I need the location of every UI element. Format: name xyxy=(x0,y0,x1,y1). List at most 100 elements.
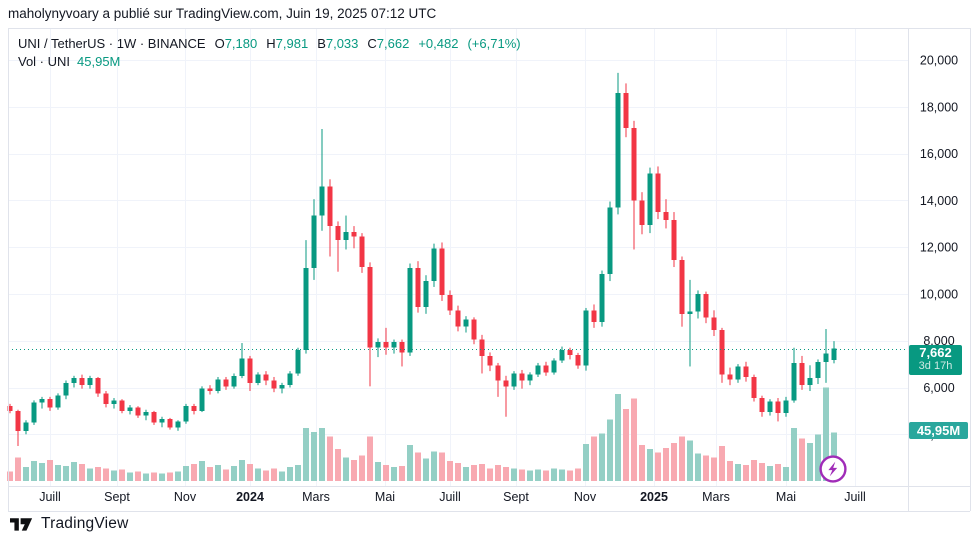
volume-bar xyxy=(167,472,173,481)
time-tick-label[interactable]: Mars xyxy=(302,490,330,504)
attribution-text: maholynyvoary a publié sur TradingView.c… xyxy=(8,6,437,21)
price-tick-label[interactable]: 18,000 xyxy=(920,100,958,114)
volume-bar xyxy=(247,464,253,481)
candle-body xyxy=(519,373,525,381)
time-tick-label[interactable]: Sept xyxy=(104,490,130,504)
volume-bar xyxy=(199,460,205,481)
volume-bar xyxy=(375,461,381,481)
candle-body xyxy=(695,293,701,312)
time-tick-label[interactable]: Sept xyxy=(503,490,529,504)
time-tick-label[interactable]: Juill xyxy=(439,490,461,504)
tradingview-footer[interactable]: TradingView xyxy=(10,515,129,533)
volume-bar xyxy=(775,464,781,481)
time-tick-label[interactable]: Nov xyxy=(174,490,197,504)
candle-body xyxy=(367,267,373,348)
candle-body xyxy=(63,382,69,396)
volume-bar xyxy=(567,470,573,481)
volume-bar xyxy=(455,462,461,481)
volume-bar xyxy=(119,469,125,481)
candle-body xyxy=(655,173,661,213)
volume-bar xyxy=(239,459,245,481)
volume-bar xyxy=(615,394,621,481)
volume-bar xyxy=(679,436,685,481)
candle-body xyxy=(487,355,493,366)
candle-body xyxy=(239,358,245,376)
candle-body xyxy=(79,378,85,386)
candle-body xyxy=(639,200,645,225)
volume-bar xyxy=(55,465,61,481)
candle-body xyxy=(407,268,413,353)
volume-bar xyxy=(815,434,821,481)
volume-bar xyxy=(191,464,197,481)
price-tick-label[interactable]: 14,000 xyxy=(920,194,958,208)
volume-bar xyxy=(311,432,317,481)
time-tick-label[interactable]: 2024 xyxy=(236,490,264,504)
volume-bar xyxy=(415,452,421,481)
candle-body xyxy=(247,358,253,383)
volume-legend-label[interactable]: Vol · UNI xyxy=(18,54,71,69)
price-tick-label[interactable]: 20,000 xyxy=(920,54,958,68)
volume-bar xyxy=(639,444,645,481)
candle-body xyxy=(383,341,389,348)
volume-legend: Vol · UNI 45,95M xyxy=(18,54,120,69)
candle-body xyxy=(47,399,53,408)
price-tick-label[interactable]: 12,000 xyxy=(920,241,958,255)
candle-body xyxy=(151,412,157,423)
candle-body xyxy=(607,207,613,275)
candle-wick xyxy=(337,221,339,272)
time-tick-label[interactable]: Mars xyxy=(702,490,730,504)
ohlc-pair: B7,033 xyxy=(317,36,359,51)
time-tick-label[interactable]: 2025 xyxy=(640,490,668,504)
candle-body xyxy=(583,310,589,366)
volume-bar xyxy=(39,462,45,481)
volume-bar xyxy=(543,470,549,481)
volume-bar xyxy=(407,444,413,481)
price-change-percent: (+6,71%) xyxy=(467,36,521,51)
volume-bar xyxy=(423,458,429,481)
time-tick-label[interactable]: Mai xyxy=(776,490,796,504)
tradingview-brand-text: TradingView xyxy=(41,515,129,532)
candle-body xyxy=(335,226,341,241)
candle-body xyxy=(215,379,221,392)
candle-body xyxy=(255,374,261,383)
candle-body xyxy=(727,374,733,380)
volume-bar xyxy=(799,438,805,481)
time-tick-label[interactable]: Juill xyxy=(844,490,866,504)
chart-legend: UNI / TetherUS · 1W · BINANCE O7,180 H7,9… xyxy=(18,36,521,51)
volume-bar xyxy=(607,419,613,481)
time-tick-label[interactable]: Mai xyxy=(375,490,395,504)
candle-body xyxy=(55,395,61,408)
volume-bar xyxy=(127,472,133,481)
volume-bar xyxy=(255,468,261,481)
volume-bar xyxy=(207,467,213,481)
candle-body xyxy=(703,293,709,318)
time-tick-label[interactable]: Nov xyxy=(574,490,597,504)
candle-body xyxy=(375,341,381,348)
price-tick-label[interactable]: 16,000 xyxy=(920,147,958,161)
volume-bar xyxy=(231,466,237,481)
price-tick-label[interactable]: 10,000 xyxy=(920,287,958,301)
volume-bar xyxy=(87,468,93,481)
volume-bar xyxy=(735,464,741,481)
price-tick-label[interactable]: 6,000 xyxy=(923,381,954,395)
candle-wick xyxy=(401,339,403,367)
volume-bar xyxy=(823,387,829,481)
symbol-title[interactable]: UNI / TetherUS · 1W · BINANCE xyxy=(18,36,206,51)
volume-bar xyxy=(711,457,717,481)
volume-bar xyxy=(263,470,269,481)
last-price-value: 7,662 xyxy=(919,345,952,360)
volume-bar xyxy=(583,443,589,481)
candle-body xyxy=(175,421,181,428)
price-tick-label[interactable]: 8,000 xyxy=(923,334,954,348)
candle-body xyxy=(71,378,77,383)
flash-reaction-badge[interactable] xyxy=(818,454,848,484)
candle-body xyxy=(631,127,637,201)
candle-body xyxy=(591,310,597,323)
volume-bar xyxy=(7,471,13,481)
time-tick-label[interactable]: Juill xyxy=(39,490,61,504)
candle-body xyxy=(391,341,397,348)
volume-bar xyxy=(367,436,373,481)
volume-bar xyxy=(271,468,277,481)
candle-body xyxy=(495,365,501,381)
volume-bar xyxy=(31,460,37,481)
